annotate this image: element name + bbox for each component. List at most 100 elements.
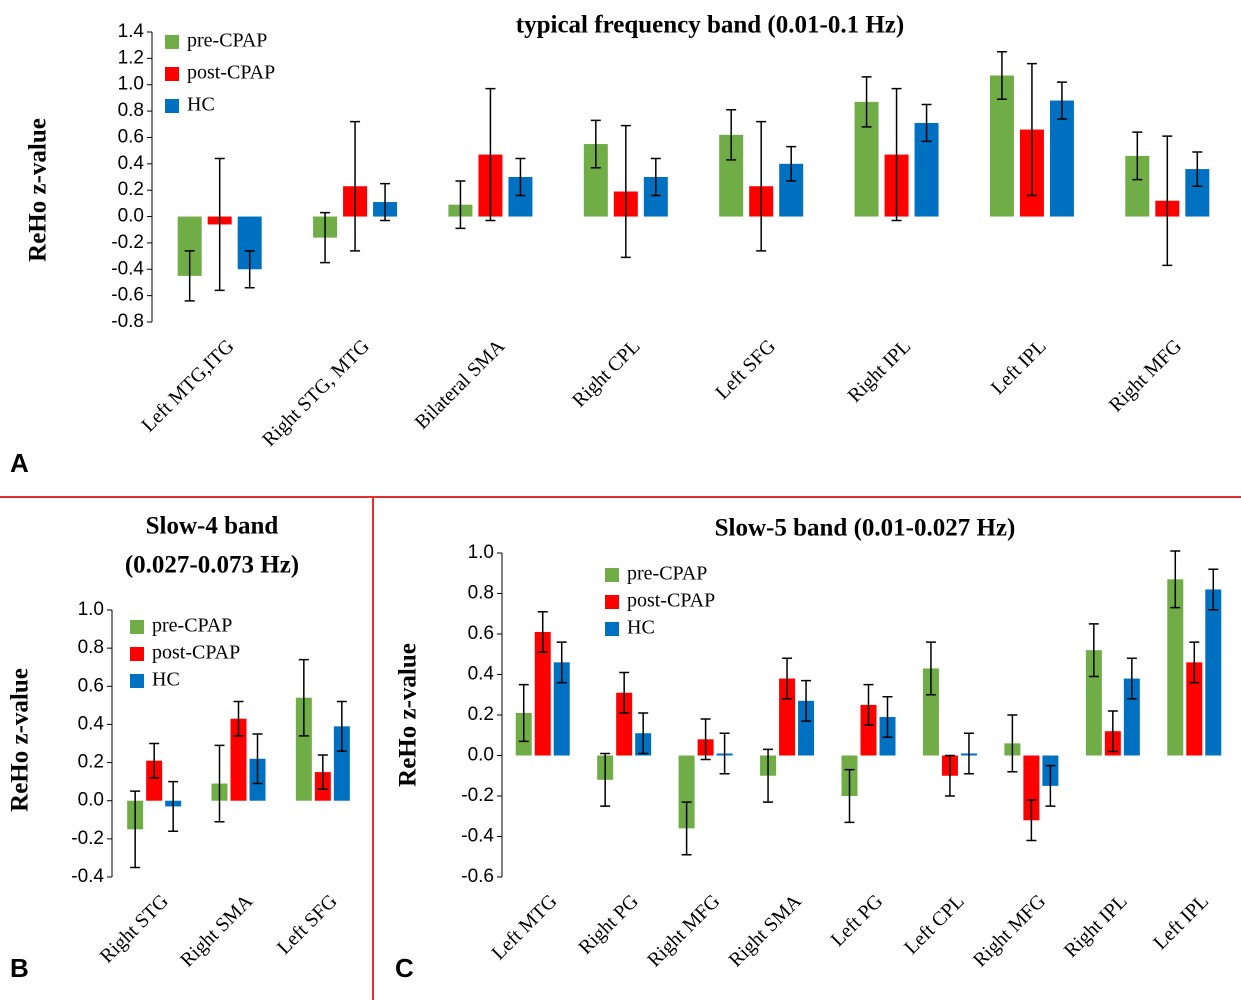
bar (534, 631, 551, 756)
error-bar (455, 180, 466, 230)
error-bar (485, 87, 496, 222)
x-tick-label: Right IPL (844, 335, 916, 407)
y-tick-label: -0.4 (461, 826, 494, 847)
error-bar (1189, 641, 1200, 684)
y-tick-label: -0.2 (111, 232, 144, 253)
error-bar (320, 211, 331, 264)
x-tick-label: Right STG (96, 890, 173, 967)
error-bar (214, 157, 225, 292)
bar (230, 718, 247, 801)
y-tick-label: -0.6 (111, 285, 144, 306)
y-tick-label: 0.8 (468, 583, 494, 604)
x-tick-label: Right SMA (176, 890, 258, 972)
error-bar (700, 718, 711, 761)
x-tick-label: Left MTG (487, 890, 561, 964)
x-tick-label: Left CPL (900, 890, 969, 959)
bar (779, 678, 796, 756)
bar (860, 704, 877, 756)
y-tick-label: 0.6 (118, 126, 144, 147)
x-tick-label: Left PG (827, 890, 888, 951)
error-bar (620, 124, 631, 259)
x-tick-label: Right IPL (1060, 890, 1132, 962)
error-bar (619, 671, 630, 714)
y-tick-label: 0.0 (118, 206, 144, 227)
x-tick-label: Left SFG (273, 890, 342, 959)
bar (1167, 579, 1184, 756)
bar (1049, 100, 1074, 217)
legend-swatch (130, 647, 144, 661)
legend-swatch (165, 99, 179, 113)
error-bar (763, 748, 774, 803)
y-tick-label: 0.0 (78, 790, 104, 811)
y-tick-label: -0.8 (111, 311, 144, 332)
error-bar (168, 780, 179, 832)
error-bar (719, 732, 730, 775)
x-tick-label: Left IPL (987, 335, 1051, 399)
chart-title: typical frequency band (0.01-0.1 Hz) (516, 12, 904, 39)
bar (1123, 678, 1140, 756)
y-tick-label: -0.6 (461, 866, 494, 887)
error-bar (556, 641, 567, 684)
error-bar (537, 610, 548, 653)
error-bar (233, 700, 244, 737)
x-tick-label: Right CPL (568, 335, 644, 411)
panel-label: A (10, 448, 29, 478)
x-tick-label: Bilateral SMA (411, 335, 510, 434)
error-bar (891, 87, 902, 222)
error-bar (1170, 550, 1181, 609)
legend-swatch (165, 35, 179, 49)
error-bar (214, 744, 225, 823)
error-bar (518, 683, 529, 743)
error-bar (130, 790, 141, 869)
y-tick-label: 0.8 (78, 637, 104, 658)
error-bar (600, 752, 611, 807)
error-bar (149, 742, 160, 779)
bar (798, 700, 815, 756)
y-tick-label: -0.4 (71, 866, 104, 887)
legend-swatch (605, 622, 619, 636)
error-bar (1126, 657, 1137, 700)
error-bar (756, 120, 767, 252)
error-bar (252, 733, 263, 785)
legend-label: post-CPAP (187, 62, 275, 84)
error-bar (380, 182, 391, 222)
panel-label: B (10, 953, 29, 983)
y-tick-label: 1.0 (118, 74, 144, 95)
legend-swatch (130, 620, 144, 634)
y-axis-label: ReHo z-value (7, 668, 34, 812)
x-tick-label: Right STG, MTG (258, 335, 374, 451)
y-tick-label: 1.0 (78, 599, 104, 620)
error-bar (1132, 131, 1143, 181)
error-bar (244, 250, 255, 289)
error-bar (782, 657, 793, 700)
bar (333, 726, 350, 801)
x-tick-label: Right PG (574, 890, 643, 959)
y-tick-label: 0.8 (118, 100, 144, 121)
error-bar (726, 109, 737, 161)
y-tick-label: -0.2 (461, 785, 494, 806)
y-tick-label: 0.2 (78, 752, 104, 773)
error-bar (963, 732, 974, 775)
y-tick-label: 0.0 (468, 745, 494, 766)
chart-title: Slow-5 band (0.01-0.027 Hz) (715, 515, 1016, 542)
legend-swatch (605, 595, 619, 609)
error-bar (1026, 62, 1037, 197)
error-bar (1208, 568, 1219, 611)
y-tick-label: 0.4 (118, 153, 145, 174)
legend-swatch (165, 67, 179, 81)
error-bar (298, 658, 309, 737)
error-bar (317, 754, 328, 791)
legend-label: pre-CPAP (152, 615, 232, 637)
error-bar (681, 801, 692, 856)
x-tick-label: Left IPL (1149, 890, 1213, 954)
bar (1023, 755, 1040, 821)
error-bar (184, 250, 195, 302)
legend-label: post-CPAP (627, 590, 715, 612)
error-bar (882, 696, 893, 739)
chart-title: (0.027-0.073 Hz) (125, 552, 299, 579)
y-tick-label: 1.4 (118, 21, 145, 42)
x-tick-label: Right MFG (643, 890, 724, 971)
legend-label: HC (627, 617, 655, 639)
y-axis-label: ReHo z-value (395, 643, 422, 787)
x-tick-label: Right MFG (969, 890, 1050, 971)
